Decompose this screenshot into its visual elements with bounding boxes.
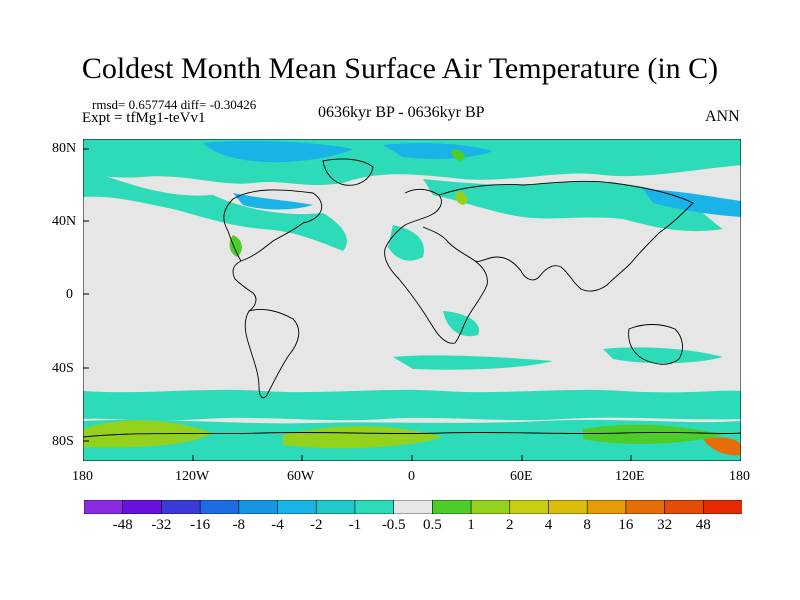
arctic-blue-patch-2: [383, 143, 493, 159]
lon-label-180w: 180: [72, 469, 93, 484]
colorbar-swatch: [470, 500, 511, 514]
southern-africa-anomaly: [443, 311, 479, 337]
lon-label-120w: 120W: [175, 469, 210, 484]
colorbar-swatch: [548, 500, 588, 514]
colorbar-swatch: [393, 500, 434, 514]
colorbar-swatch: [509, 500, 550, 514]
lat-label-0: 0: [66, 287, 73, 302]
south-pacific-anomaly: [603, 347, 723, 364]
colorbar-label: 16: [618, 517, 634, 533]
colorbar-swatch: [432, 500, 472, 514]
colorbar-label: 8: [583, 517, 591, 533]
axis-ticks: [83, 148, 741, 461]
southern-ocean-anomaly: [83, 389, 741, 421]
lon-label-0: 0: [408, 469, 415, 484]
arctic-blue-patch: [203, 141, 353, 163]
lat-label-40s: 40S: [52, 361, 74, 376]
lat-label-80n: 80N: [52, 141, 77, 156]
arctic-green-patch: [451, 149, 466, 161]
colorbar-swatch: [161, 500, 201, 514]
colorbar-label: -16: [190, 517, 211, 533]
colorbar-label: -32: [151, 517, 172, 533]
colorbar-swatch: [199, 500, 240, 514]
colorbar-swatch: [84, 500, 124, 514]
colorbar-label: -2: [309, 517, 323, 533]
north-africa-anomaly: [388, 225, 424, 261]
colorbar-label: 2: [506, 517, 514, 533]
colorbar-label: 0.5: [422, 517, 442, 533]
coastlines: [83, 158, 741, 438]
colorbar-swatch: [586, 500, 627, 514]
antarctic-green-patch-east: [583, 424, 723, 444]
colorbar-label: -1: [348, 517, 362, 533]
experiment-label: Expt = tfMg1-teVv1: [82, 110, 206, 126]
colorbar-swatch: [702, 500, 742, 514]
lat-label-40n: 40N: [52, 214, 77, 229]
colorbar-label: 1: [467, 517, 475, 533]
colorbar-swatch: [315, 500, 356, 514]
colorbar-label: -48: [112, 517, 133, 533]
colorbar-label: 4: [544, 517, 553, 533]
season-label: ANN: [705, 108, 740, 125]
colorbar-label: 32: [657, 517, 673, 533]
lat-label-80s: 80S: [52, 434, 74, 449]
colorbar-swatch: [238, 500, 279, 514]
colorbar-label: -4: [271, 517, 284, 533]
colorbar-label: -8: [232, 517, 246, 533]
lon-label-120e: 120E: [615, 469, 645, 484]
north-america-blue-patch: [233, 193, 313, 210]
south-indian-ocean-anomaly: [393, 355, 553, 370]
lon-label-60e: 60E: [510, 469, 533, 484]
gulf-green-patch: [229, 235, 242, 257]
colorbar: [84, 500, 742, 514]
anomaly-fields: [83, 139, 741, 461]
lon-label-180e: 180: [729, 469, 750, 484]
colorbar-swatch: [122, 500, 163, 514]
map-title: Coldest Month Mean Surface Air Temperatu…: [81, 52, 719, 85]
colorbar-swatch: [354, 500, 395, 514]
period-label: 0636kyr BP - 0636kyr BP: [318, 104, 485, 121]
central-asia-green-patch: [455, 191, 468, 205]
temperature-anomaly-map: [83, 139, 741, 461]
north-atlantic-anomaly: [83, 169, 347, 251]
colorbar-swatch: [664, 500, 705, 514]
colorbar-label: 48: [695, 517, 711, 533]
stats-text: rmsd= 0.657744 diff= -0.30426: [92, 97, 257, 112]
colorbar-swatch: [625, 500, 666, 514]
antarctic-warm-patch: [703, 437, 741, 456]
colorbar-swatch: [277, 500, 318, 514]
colorbar-label: -0.5: [381, 517, 406, 533]
lon-label-60w: 60W: [287, 469, 315, 484]
antarctic-green-patch-central: [283, 426, 443, 449]
